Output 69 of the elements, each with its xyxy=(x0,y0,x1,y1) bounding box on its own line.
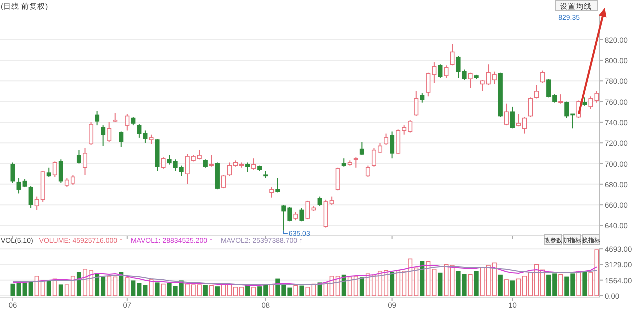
candlestick xyxy=(534,84,540,100)
bar xyxy=(576,271,582,296)
bar xyxy=(125,278,130,296)
bar xyxy=(203,285,208,296)
bar xyxy=(58,284,64,296)
bar xyxy=(558,274,564,296)
bar xyxy=(270,284,274,296)
candlestick xyxy=(28,186,34,209)
candlestick xyxy=(221,174,226,190)
candlestick xyxy=(438,64,443,79)
candlestick xyxy=(270,187,274,198)
candlestick xyxy=(252,158,256,170)
candlestick xyxy=(336,167,340,192)
bar xyxy=(468,274,473,296)
candlestick xyxy=(82,148,88,176)
candlestick xyxy=(119,131,124,148)
bar xyxy=(342,274,346,296)
bar xyxy=(161,284,166,296)
candlestick xyxy=(420,93,425,104)
candlestick xyxy=(10,162,16,184)
bar xyxy=(294,285,298,296)
candlestick xyxy=(125,114,130,132)
candlestick xyxy=(366,165,370,178)
candlestick xyxy=(354,157,358,168)
bar xyxy=(215,286,220,296)
candlestick xyxy=(89,122,94,146)
candlestick xyxy=(468,72,473,89)
candlestick xyxy=(101,125,106,147)
bar xyxy=(438,272,443,296)
bar xyxy=(420,261,425,296)
candlestick xyxy=(52,161,58,178)
candlestick xyxy=(504,103,509,126)
candlestick xyxy=(246,162,250,173)
candlestick xyxy=(414,90,419,117)
bar xyxy=(474,271,479,296)
bar xyxy=(252,287,256,296)
bar xyxy=(149,280,154,296)
bar xyxy=(76,272,82,296)
candlestick xyxy=(276,178,280,194)
candlestick xyxy=(149,134,154,145)
bar xyxy=(498,274,503,296)
candlestick xyxy=(161,157,166,170)
candlestick xyxy=(95,110,100,126)
candlestick xyxy=(318,196,322,207)
candlestick xyxy=(444,65,449,79)
bar xyxy=(390,272,395,296)
candlestick xyxy=(510,106,515,130)
bar xyxy=(504,280,509,296)
candlestick xyxy=(107,122,112,143)
candlestick xyxy=(76,150,82,164)
candlestick xyxy=(384,133,389,146)
bar xyxy=(46,280,52,296)
bar xyxy=(510,280,515,296)
bar xyxy=(119,272,124,296)
bar xyxy=(360,278,364,296)
candlestick xyxy=(528,97,534,118)
bar xyxy=(155,282,160,296)
candlestick xyxy=(390,131,395,160)
bar xyxy=(582,271,588,296)
bar xyxy=(209,285,214,296)
candlestick xyxy=(300,208,304,222)
candlestick xyxy=(360,142,364,156)
bar xyxy=(246,285,250,296)
bar xyxy=(300,286,304,296)
candlestick xyxy=(58,159,64,184)
candlestick xyxy=(46,167,52,178)
candlestick xyxy=(450,43,455,66)
candlestick xyxy=(540,70,546,84)
candlestick xyxy=(113,112,118,123)
